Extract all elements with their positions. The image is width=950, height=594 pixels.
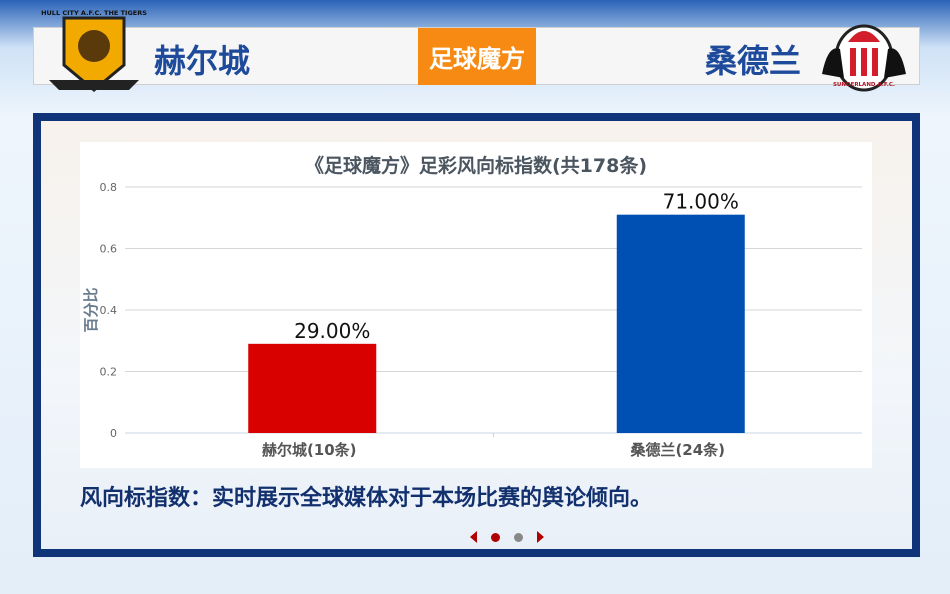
data-label: 29.00% bbox=[294, 319, 370, 343]
brand-logo: 足球魔方 bbox=[418, 28, 536, 85]
bar-chart: 《足球魔方》足彩风向标指数(共178条) 百分比 0 0.2 0.4 0.6 0.8 29… bbox=[82, 154, 862, 459]
match-header: 赫尔城 足球魔方 桑德兰 bbox=[33, 27, 920, 85]
hull-city-crest-icon: HULL CITY A.F.C. THE TIGERS bbox=[41, 9, 147, 92]
x-tick-label: 赫尔城(10条) bbox=[262, 441, 357, 459]
bar bbox=[248, 343, 377, 433]
page-dot-1[interactable] bbox=[491, 532, 500, 542]
y-tick-label: 0.8 bbox=[100, 181, 118, 194]
home-crest-text: HULL CITY A.F.C. THE TIGERS bbox=[41, 9, 147, 17]
page-dot-2[interactable] bbox=[514, 532, 523, 542]
prev-arrow-icon[interactable] bbox=[470, 531, 477, 543]
data-label: 71.00% bbox=[663, 190, 739, 214]
pager bbox=[470, 531, 544, 543]
y-tick-label: 0 bbox=[110, 427, 117, 440]
sunderland-crest-icon: SUNDERLAND A.F.C. bbox=[822, 24, 906, 92]
away-team-name: 桑德兰 bbox=[704, 42, 801, 80]
y-axis-label: 百分比 bbox=[82, 287, 100, 332]
bar bbox=[616, 214, 745, 433]
chart-panel: 《足球魔方》足彩风向标指数(共178条) 百分比 0 0.2 0.4 0.6 0.8 29… bbox=[80, 142, 872, 468]
description-text: 风向标指数：实时展示全球媒体对于本场比赛的舆论倾向。 bbox=[80, 486, 653, 511]
y-tick-label: 0.2 bbox=[100, 366, 118, 379]
y-tick-label: 0.4 bbox=[100, 304, 118, 317]
next-arrow-icon[interactable] bbox=[537, 531, 544, 543]
chart-title: 《足球魔方》足彩风向标指数(共178条) bbox=[305, 154, 647, 177]
away-crest-text: SUNDERLAND A.F.C. bbox=[833, 82, 895, 88]
y-tick-label: 0.6 bbox=[100, 243, 118, 256]
x-tick-label: 桑德兰(24条) bbox=[630, 441, 725, 459]
home-team-name: 赫尔城 bbox=[154, 42, 251, 80]
